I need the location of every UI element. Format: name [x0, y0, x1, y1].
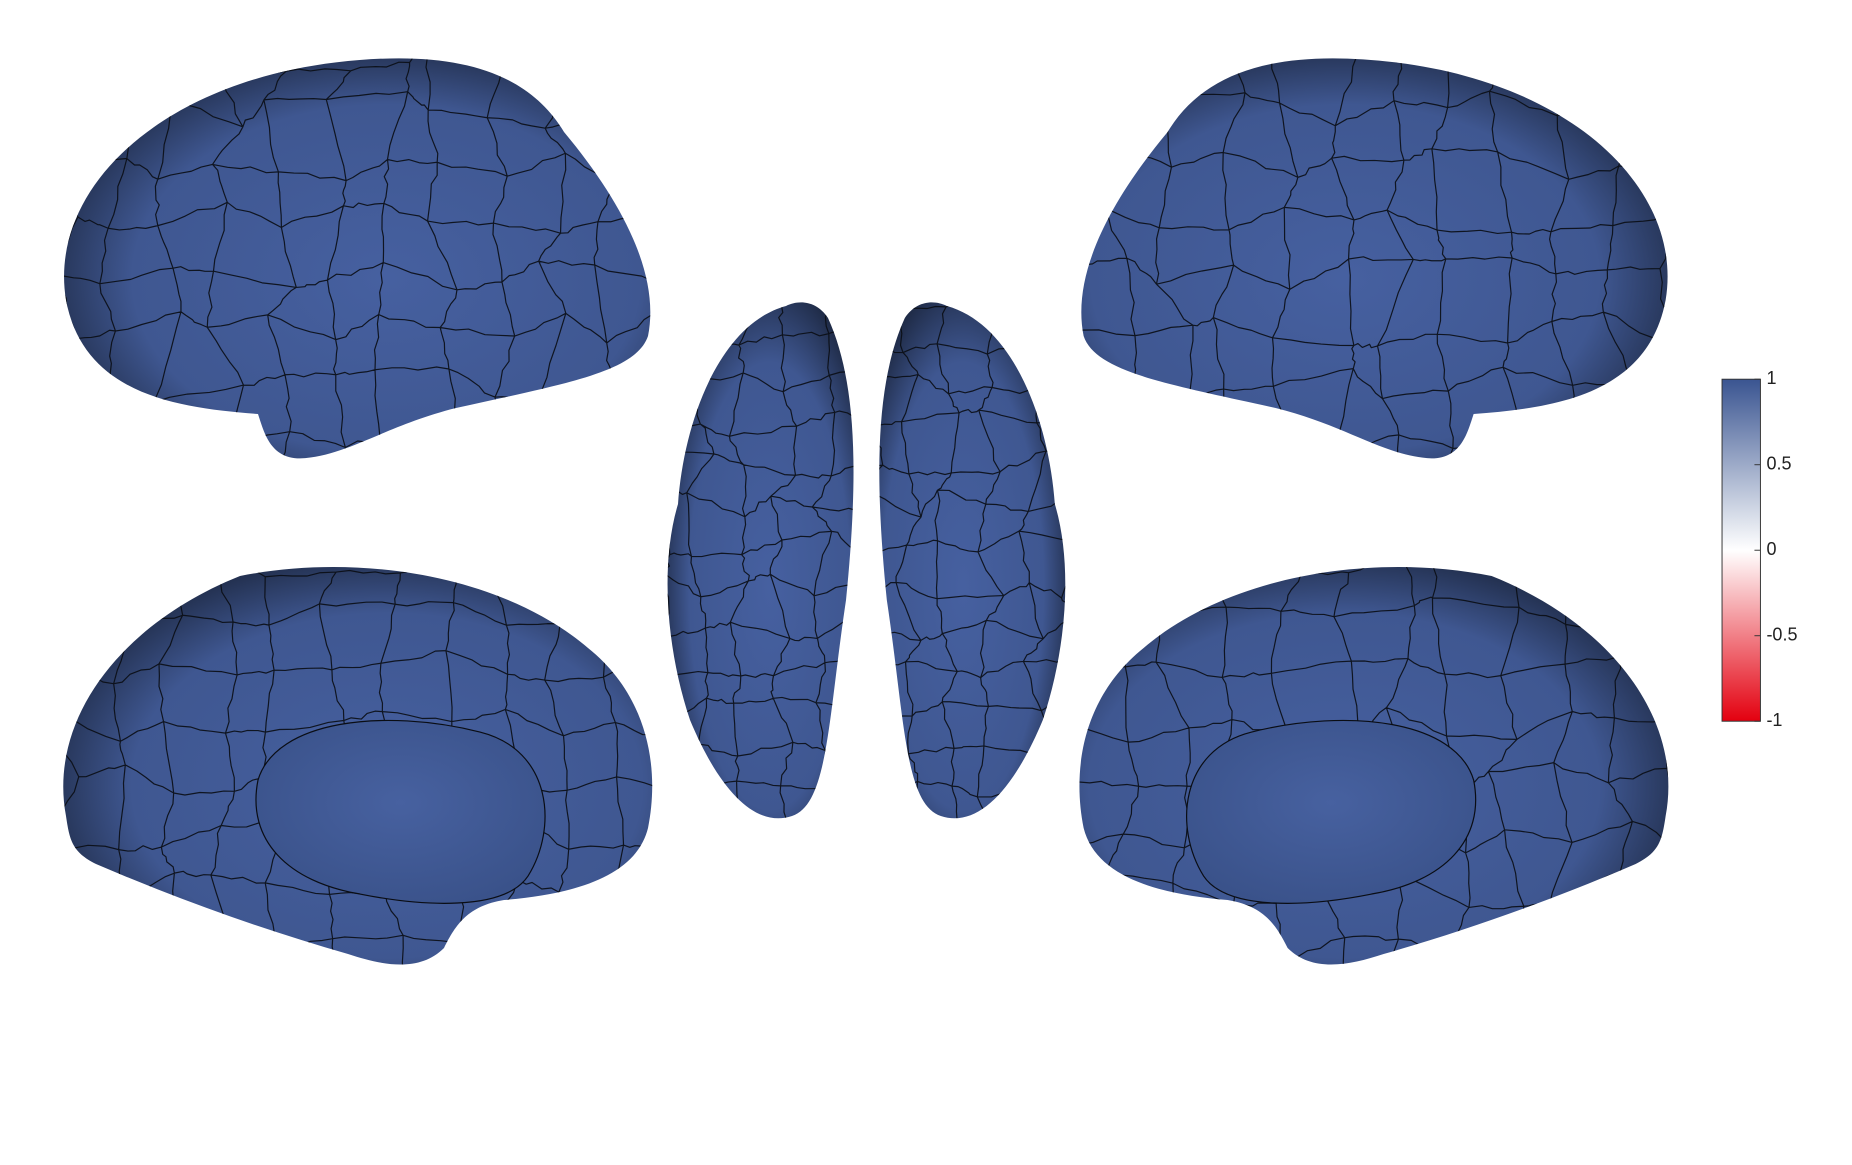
colorbar-tick-label: -0.5 [1766, 624, 1797, 644]
colorbar: 1 0.5 0 -0.5 -1 [1721, 368, 1797, 730]
brain-left-medial [63, 567, 653, 965]
brain-right-dorsal [879, 302, 1066, 819]
brain-right-medial [1079, 567, 1669, 965]
colorbar-tick-label: 1 [1766, 368, 1776, 388]
colorbar-tick-label: -1 [1766, 710, 1782, 730]
colorbar-gradient [1721, 378, 1761, 722]
brain-left-lateral [64, 58, 651, 459]
colorbar-tick-label: 0 [1766, 539, 1776, 559]
brain-right-lateral [1081, 58, 1668, 459]
brain-left-dorsal [667, 302, 854, 819]
colorbar-tick-label: 0.5 [1766, 453, 1791, 473]
